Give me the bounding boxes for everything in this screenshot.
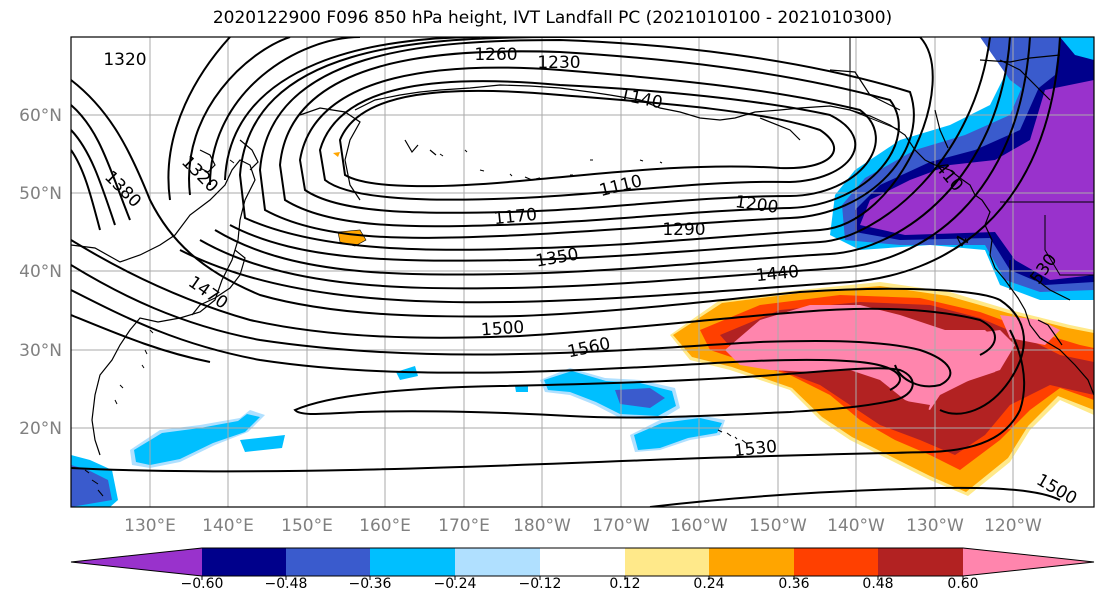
small-positive-anomaly-2 <box>333 152 340 157</box>
lat-label: 40°N <box>19 262 62 282</box>
colorbar-tick-label: −0.24 <box>434 576 477 592</box>
lat-label: 60°N <box>19 106 62 126</box>
latitude-labels: 60°N 50°N 40°N 30°N 20°N <box>19 106 62 439</box>
contour-label: 1500 <box>480 318 525 341</box>
lon-label: 150°E <box>281 516 333 536</box>
lat-label: 20°N <box>19 419 62 439</box>
map-area: 1320 1260 1230 1140 1320 1380 1110 1200 … <box>71 37 1094 507</box>
lon-label: 180°W <box>513 516 571 536</box>
colorbar-segment <box>540 548 625 576</box>
colorbar-tick-label: 0.12 <box>609 576 640 592</box>
colorbar-segment <box>878 548 963 576</box>
lon-label: 140°W <box>827 516 885 536</box>
colorbar-tick-labels: −0.60 −0.48 −0.36 −0.24 −0.12 0.12 0.24 … <box>181 576 979 592</box>
lon-label: 130°W <box>906 516 964 536</box>
colorbar-segment <box>370 548 455 576</box>
coastlines <box>71 54 1094 456</box>
contour-label: 1170 <box>493 205 538 229</box>
colorbar-tick-label: −0.60 <box>181 576 224 592</box>
height-contours <box>71 37 1061 507</box>
longitude-labels: 130°E 140°E 150°E 160°E 170°E 180°W 170°… <box>124 516 1042 536</box>
colorbar-tick-label: 0.48 <box>862 576 893 592</box>
contour-label: 1320 <box>103 50 146 70</box>
colorbar-tick-label: −0.48 <box>265 576 308 592</box>
lat-label: 50°N <box>19 184 62 204</box>
contour-label: 1440 <box>755 262 800 286</box>
contour-label: 1530 <box>733 437 778 461</box>
colorbar-tick-label: −0.36 <box>349 576 392 592</box>
map-frame <box>70 36 1095 508</box>
contour-label: 1290 <box>662 220 705 240</box>
colorbar-segment <box>202 548 286 576</box>
colorbar-extend-min <box>71 548 202 576</box>
colorbar <box>70 547 1095 580</box>
colorbar-segment <box>455 548 540 576</box>
lat-label: 30°N <box>19 341 62 361</box>
colorbar-tick-label: −0.12 <box>519 576 562 592</box>
lon-label: 170°W <box>592 516 650 536</box>
lon-label: 170°E <box>438 516 490 536</box>
colorbar-segment <box>625 548 709 576</box>
lon-label: 130°E <box>124 516 176 536</box>
political-boundaries <box>849 37 1094 290</box>
colorbar-segment <box>709 548 794 576</box>
colorbar-segment <box>794 548 878 576</box>
negative-anomaly-region-central <box>396 366 725 452</box>
islands <box>84 149 747 497</box>
colorbar-tick-label: 0.24 <box>693 576 724 592</box>
lon-label: 150°W <box>749 516 807 536</box>
colorbar-segment <box>286 548 370 576</box>
lon-label: 140°E <box>202 516 254 536</box>
lon-label: 160°W <box>670 516 728 536</box>
colorbar-extend-max <box>963 548 1094 576</box>
lon-label: 160°E <box>359 516 411 536</box>
positive-anomaly-region-east <box>670 282 1094 496</box>
colorbar-tick-label: 0.36 <box>778 576 809 592</box>
contour-label: 1230 <box>537 53 580 73</box>
map-title: 2020122900 F096 850 hPa height, IVT Land… <box>212 8 893 28</box>
lon-label: 120°W <box>984 516 1042 536</box>
colorbar-tick-label: 0.60 <box>947 576 978 592</box>
contour-label: 1260 <box>474 45 517 65</box>
